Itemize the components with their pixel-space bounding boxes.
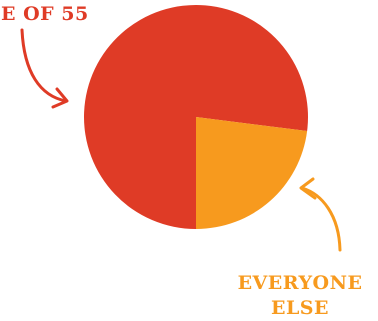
arrow-icon	[300, 186, 342, 252]
pie-slice-everyone-else	[196, 117, 308, 229]
annotation-label-everyone: EVERYONE	[238, 272, 363, 294]
arrowhead-icon	[51, 87, 69, 109]
annotation-label-55: E OF 55	[1, 3, 89, 25]
pie-slices	[84, 5, 308, 230]
arrow-icon	[20, 28, 68, 103]
annotation-label-else: ELSE	[271, 297, 329, 319]
arrowhead-icon	[299, 177, 317, 200]
